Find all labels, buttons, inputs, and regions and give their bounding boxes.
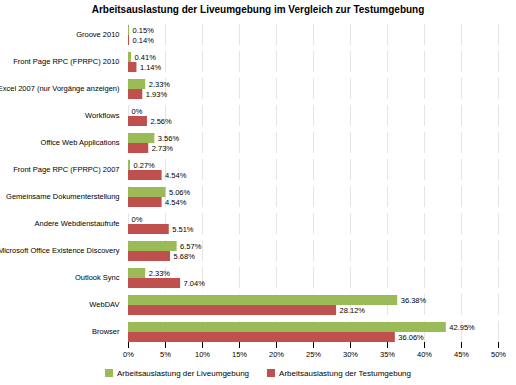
svg-text:Groove 2010: Groove 2010 — [76, 30, 119, 39]
svg-text:4.54%: 4.54% — [165, 198, 187, 207]
svg-text:15%: 15% — [232, 350, 247, 359]
svg-text:35%: 35% — [380, 350, 395, 359]
svg-text:36.06%: 36.06% — [398, 333, 424, 342]
svg-text:0.41%: 0.41% — [135, 53, 157, 62]
svg-text:0%: 0% — [132, 107, 143, 116]
svg-text:2.73%: 2.73% — [152, 144, 174, 153]
svg-text:Front Page RPC (FPRPC) 2007: Front Page RPC (FPRPC) 2007 — [13, 165, 119, 174]
svg-text:3.56%: 3.56% — [158, 134, 180, 143]
html-text:Arbeitsauslastung der Testumge: Arbeitsauslastung der Testumgebung — [279, 368, 411, 378]
svg-text:Andere Webdienstaufrufe: Andere Webdienstaufrufe — [35, 219, 120, 228]
svg-text:5.68%: 5.68% — [174, 252, 196, 261]
svg-text:25%: 25% — [306, 350, 321, 359]
svg-text:Excel 2007 (nur Vorgänge anzei: Excel 2007 (nur Vorgänge anzeigen) — [0, 84, 120, 93]
svg-text:Workflows: Workflows — [85, 111, 120, 120]
svg-text:WebDAV: WebDAV — [89, 300, 119, 309]
svg-text:Microsoft Office Existence Dis: Microsoft Office Existence Discovery — [0, 246, 120, 255]
svg-text:1.93%: 1.93% — [146, 90, 168, 99]
svg-text:36.38%: 36.38% — [401, 296, 427, 305]
svg-text:Front Page RPC (FPRPC) 2010: Front Page RPC (FPRPC) 2010 — [13, 57, 119, 66]
svg-text:Office Web Applications: Office Web Applications — [41, 138, 120, 147]
svg-text:2.33%: 2.33% — [149, 269, 171, 278]
svg-text:1.14%: 1.14% — [140, 63, 162, 72]
svg-text:Gemeinsame Dokumenterstellung: Gemeinsame Dokumenterstellung — [6, 192, 119, 201]
svg-text:5.51%: 5.51% — [172, 225, 194, 234]
svg-text:0%: 0% — [132, 215, 143, 224]
svg-text:0.15%: 0.15% — [133, 26, 155, 35]
svg-text:2.33%: 2.33% — [149, 80, 171, 89]
svg-text:0.27%: 0.27% — [133, 161, 155, 170]
svg-text:10%: 10% — [195, 350, 210, 359]
svg-text:20%: 20% — [269, 350, 284, 359]
svg-text:4.54%: 4.54% — [165, 171, 187, 180]
svg-text:7.04%: 7.04% — [184, 279, 206, 288]
svg-text:Outlook Sync: Outlook Sync — [75, 273, 120, 282]
svg-text:6.57%: 6.57% — [180, 242, 202, 251]
svg-text:28.12%: 28.12% — [340, 306, 366, 315]
html-text:Arbeitsauslastung der Liveumge: Arbeitsauslastung der Liveumgebung im Ve… — [91, 4, 425, 15]
svg-text:42.95%: 42.95% — [449, 323, 475, 332]
svg-text:30%: 30% — [343, 350, 358, 359]
svg-text:0%: 0% — [123, 350, 134, 359]
svg-text:50%: 50% — [491, 350, 506, 359]
svg-text:2.56%: 2.56% — [150, 117, 172, 126]
svg-text:45%: 45% — [454, 350, 469, 359]
html-text:Arbeitsauslastung der Liveumge: Arbeitsauslastung der Liveumgebung — [117, 368, 250, 378]
svg-text:40%: 40% — [417, 350, 432, 359]
svg-text:Browser: Browser — [92, 327, 120, 336]
svg-text:0.14%: 0.14% — [133, 36, 155, 45]
svg-text:5.06%: 5.06% — [169, 188, 191, 197]
svg-text:5%: 5% — [160, 350, 171, 359]
